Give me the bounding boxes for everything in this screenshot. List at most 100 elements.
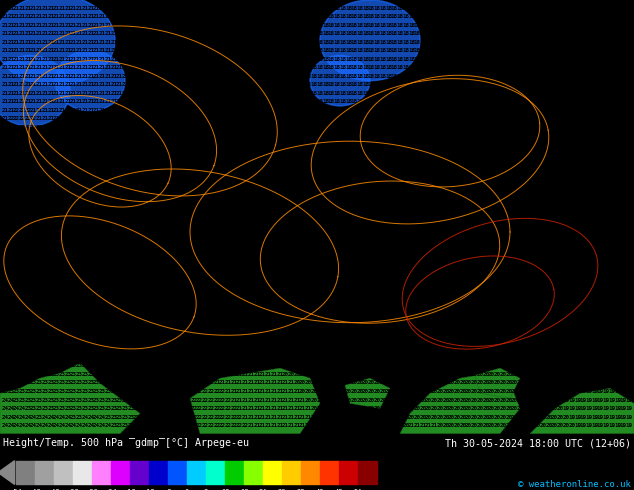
Text: 18: 18 bbox=[597, 201, 604, 207]
Text: 19: 19 bbox=[431, 193, 438, 198]
Text: 23: 23 bbox=[82, 355, 89, 360]
Text: 22: 22 bbox=[184, 355, 191, 360]
Text: 21: 21 bbox=[133, 57, 140, 62]
Text: 21: 21 bbox=[196, 193, 203, 198]
Text: 21: 21 bbox=[179, 176, 186, 181]
Text: 20: 20 bbox=[271, 253, 278, 258]
Text: 20: 20 bbox=[213, 116, 221, 122]
Text: 21: 21 bbox=[122, 65, 129, 70]
Text: 19: 19 bbox=[236, 40, 243, 45]
Text: 20: 20 bbox=[402, 415, 409, 419]
Text: 20: 20 bbox=[179, 65, 186, 70]
Text: 20: 20 bbox=[173, 31, 180, 36]
Text: 22: 22 bbox=[167, 406, 174, 411]
Text: 18: 18 bbox=[511, 5, 518, 11]
Text: 21: 21 bbox=[30, 40, 37, 45]
Text: 19: 19 bbox=[482, 210, 489, 215]
Text: 21: 21 bbox=[110, 99, 117, 104]
Text: 23: 23 bbox=[93, 227, 100, 232]
Text: 20: 20 bbox=[322, 397, 329, 402]
Text: 20: 20 bbox=[311, 270, 318, 275]
Text: 20: 20 bbox=[528, 397, 535, 402]
Text: 21: 21 bbox=[87, 142, 94, 147]
Text: 19: 19 bbox=[437, 219, 444, 223]
Text: 17: 17 bbox=[626, 168, 633, 172]
Text: 18: 18 bbox=[345, 14, 352, 19]
Text: 20: 20 bbox=[248, 312, 255, 318]
Text: 17: 17 bbox=[540, 48, 547, 53]
Text: 22: 22 bbox=[167, 372, 174, 377]
Text: 18: 18 bbox=[568, 219, 575, 223]
Text: 23: 23 bbox=[18, 355, 25, 360]
Text: 20: 20 bbox=[505, 372, 512, 377]
Text: 19: 19 bbox=[265, 133, 272, 138]
Text: 19: 19 bbox=[373, 236, 380, 241]
Text: 21: 21 bbox=[179, 210, 186, 215]
Text: 22: 22 bbox=[139, 236, 146, 241]
Text: 23: 23 bbox=[139, 423, 146, 428]
Text: 20: 20 bbox=[259, 261, 266, 266]
Text: 21: 21 bbox=[110, 159, 117, 164]
Text: 18: 18 bbox=[294, 48, 301, 53]
Text: 20: 20 bbox=[448, 406, 455, 411]
Text: 18: 18 bbox=[368, 142, 375, 147]
Text: 22: 22 bbox=[36, 295, 43, 300]
Text: 22: 22 bbox=[105, 304, 112, 309]
Text: 19: 19 bbox=[322, 312, 329, 318]
Text: 22: 22 bbox=[24, 287, 32, 292]
Text: 21: 21 bbox=[30, 108, 37, 113]
Text: 19: 19 bbox=[213, 23, 221, 27]
Text: 18: 18 bbox=[517, 91, 524, 96]
Text: 22: 22 bbox=[7, 227, 14, 232]
Text: 19: 19 bbox=[242, 57, 249, 62]
Text: 18: 18 bbox=[351, 142, 358, 147]
Text: 18: 18 bbox=[299, 40, 306, 45]
Text: 18: 18 bbox=[351, 91, 358, 96]
Text: 19: 19 bbox=[379, 253, 386, 258]
Text: 21: 21 bbox=[30, 5, 37, 11]
Text: 19: 19 bbox=[408, 253, 415, 258]
Text: 19: 19 bbox=[265, 48, 272, 53]
Text: 18: 18 bbox=[505, 116, 512, 122]
Text: 20: 20 bbox=[219, 168, 226, 172]
Text: 22: 22 bbox=[1, 176, 8, 181]
Text: 20: 20 bbox=[311, 364, 318, 368]
Text: 21: 21 bbox=[219, 372, 226, 377]
Text: 19: 19 bbox=[540, 270, 547, 275]
Text: 23: 23 bbox=[82, 261, 89, 266]
Text: 23: 23 bbox=[24, 397, 32, 402]
Text: 19: 19 bbox=[517, 312, 524, 318]
Text: 22: 22 bbox=[99, 278, 106, 283]
Text: 18: 18 bbox=[437, 74, 444, 79]
Text: 18: 18 bbox=[597, 261, 604, 266]
Text: 18: 18 bbox=[528, 142, 535, 147]
Text: 20: 20 bbox=[231, 142, 238, 147]
Text: 19: 19 bbox=[494, 193, 501, 198]
Text: 20: 20 bbox=[362, 389, 369, 394]
Text: 18: 18 bbox=[328, 116, 335, 122]
Text: 22: 22 bbox=[127, 355, 134, 360]
Text: 19: 19 bbox=[242, 23, 249, 27]
Text: 24: 24 bbox=[99, 423, 106, 428]
Text: 21: 21 bbox=[93, 40, 100, 45]
Text: 18: 18 bbox=[276, 31, 283, 36]
Text: 21: 21 bbox=[196, 278, 203, 283]
Text: 20: 20 bbox=[379, 372, 386, 377]
Text: 23: 23 bbox=[53, 261, 60, 266]
Text: 21: 21 bbox=[105, 91, 112, 96]
Text: 19: 19 bbox=[305, 312, 312, 318]
Text: 19: 19 bbox=[351, 193, 358, 198]
Text: 18: 18 bbox=[305, 82, 312, 87]
Text: 18: 18 bbox=[511, 91, 518, 96]
Text: 19: 19 bbox=[225, 82, 232, 87]
Text: 19: 19 bbox=[248, 82, 255, 87]
Text: Th 30-05-2024 18:00 UTC (12+06): Th 30-05-2024 18:00 UTC (12+06) bbox=[445, 438, 631, 448]
Text: 22: 22 bbox=[105, 312, 112, 318]
Text: 18: 18 bbox=[460, 23, 467, 27]
Text: 20: 20 bbox=[282, 201, 289, 207]
Text: 18: 18 bbox=[465, 142, 472, 147]
Text: 19: 19 bbox=[408, 193, 415, 198]
Text: 22: 22 bbox=[87, 219, 94, 223]
Text: 21: 21 bbox=[236, 364, 243, 368]
Text: 19: 19 bbox=[448, 270, 455, 275]
